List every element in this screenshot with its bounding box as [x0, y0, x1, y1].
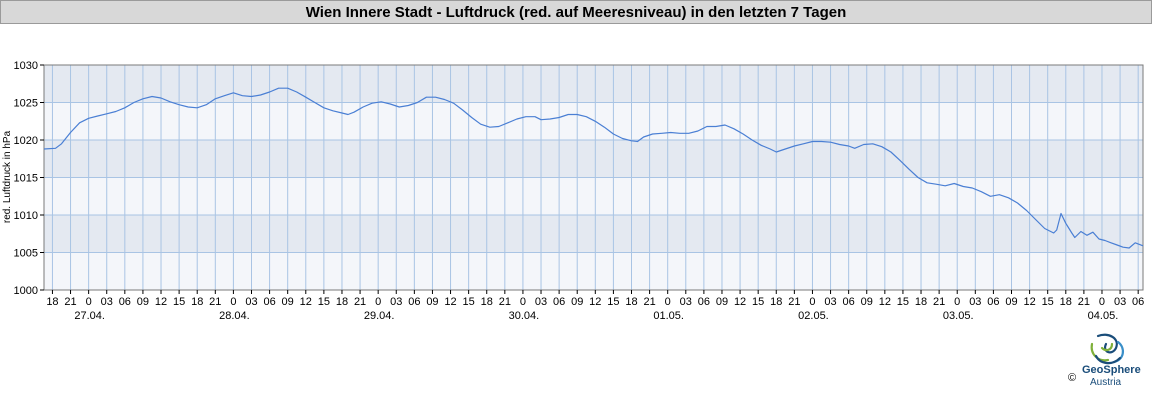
- x-tick-label: 06: [263, 296, 275, 308]
- band-1005-1010: [44, 215, 1143, 253]
- x-tick-label: 06: [1132, 296, 1144, 308]
- band-1025-1030: [44, 65, 1143, 103]
- x-tick-label: 09: [1005, 296, 1017, 308]
- y-tick-label: 1030: [14, 60, 38, 72]
- x-tick-label: 03: [824, 296, 836, 308]
- pressure-series-line: [43, 87, 1144, 249]
- x-tick-label: 06: [408, 296, 420, 308]
- x-tick-label: 03: [101, 296, 113, 308]
- x-tick-label: 06: [843, 296, 855, 308]
- x-tick-label: 0: [520, 296, 526, 308]
- x-tick-label: 09: [137, 296, 149, 308]
- x-tick-label: 03: [535, 296, 547, 308]
- x-axis: 18 21 0 03 06 09 12 15 18 21 0 03 06 09 12 15 18 21 0 03 06 0…: [46, 290, 1144, 308]
- y-tick-label: 1000: [14, 285, 38, 297]
- x-tick-label: 12: [155, 296, 167, 308]
- date-labels: 27.04. 28.04. 29.04. 30.04. 01.05. 02.05. 03.0…: [74, 310, 1118, 322]
- y-tick-label: 1010: [14, 210, 38, 222]
- band-1015-1020: [44, 140, 1143, 178]
- x-tick-label: 0: [230, 296, 236, 308]
- y-tick-label: 1020: [14, 135, 38, 147]
- x-tick-label: 12: [300, 296, 312, 308]
- copyright-mark: ©: [1068, 372, 1077, 384]
- x-tick-label: 15: [897, 296, 909, 308]
- x-tick-label: 15: [1042, 296, 1054, 308]
- x-tick-label: 06: [987, 296, 999, 308]
- x-tick-label: 15: [463, 296, 475, 308]
- band-1010-1015: [44, 177, 1143, 215]
- x-tick-label: 18: [1060, 296, 1072, 308]
- x-tick-label: 12: [444, 296, 456, 308]
- x-tick-label: 15: [173, 296, 185, 308]
- x-tick-label: 0: [1099, 296, 1105, 308]
- x-tick-label: 12: [734, 296, 746, 308]
- x-tick-label: 21: [933, 296, 945, 308]
- x-tick-label: 18: [770, 296, 782, 308]
- x-tick-label: 18: [191, 296, 203, 308]
- x-tick-label: 15: [318, 296, 330, 308]
- x-tick-label: 12: [879, 296, 891, 308]
- y-axis-label: red. Luftdruck in hPa: [2, 130, 13, 223]
- x-tick-label: 03: [245, 296, 257, 308]
- y-tick-label: 1005: [14, 248, 38, 260]
- x-tick-label: 12: [1023, 296, 1035, 308]
- date-label: 30.04.: [509, 310, 540, 322]
- x-tick-label: 21: [209, 296, 221, 308]
- x-tick-label: 0: [375, 296, 381, 308]
- x-tick-label: 0: [954, 296, 960, 308]
- x-tick-label: 15: [752, 296, 764, 308]
- x-tick-label: 09: [282, 296, 294, 308]
- x-tick-label: 21: [643, 296, 655, 308]
- logo-subtitle: Austria: [1090, 377, 1122, 388]
- x-tick-label: 06: [698, 296, 710, 308]
- band-1020-1025: [44, 102, 1143, 140]
- x-tick-label: 0: [665, 296, 671, 308]
- x-tick-label: 18: [46, 296, 58, 308]
- x-tick-label: 09: [426, 296, 438, 308]
- date-label: 02.05.: [798, 310, 829, 322]
- x-tick-label: 0: [809, 296, 815, 308]
- date-label: 28.04.: [219, 310, 250, 322]
- date-label: 01.05.: [653, 310, 684, 322]
- x-tick-label: 12: [589, 296, 601, 308]
- date-label: 03.05.: [943, 310, 974, 322]
- grid-lines: [43, 64, 1144, 291]
- x-tick-label: 09: [571, 296, 583, 308]
- x-tick-label: 15: [607, 296, 619, 308]
- y-axis: 1000 1005 1010 1015 1020 1025 1030: [14, 60, 44, 297]
- y-tick-label: 1025: [14, 98, 38, 110]
- x-tick-label: 03: [969, 296, 981, 308]
- x-tick-label: 06: [119, 296, 131, 308]
- x-tick-label: 09: [861, 296, 873, 308]
- x-tick-label: 0: [86, 296, 92, 308]
- background-bands: [44, 65, 1143, 290]
- x-tick-label: 21: [1078, 296, 1090, 308]
- x-tick-label: 03: [390, 296, 402, 308]
- x-tick-label: 21: [788, 296, 800, 308]
- x-tick-label: 03: [680, 296, 692, 308]
- date-label: 04.05.: [1088, 310, 1119, 322]
- chart-title-bar: Wien Innere Stadt - Luftdruck (red. auf …: [0, 0, 1152, 24]
- date-label: 29.04.: [364, 310, 395, 322]
- series-layer: [43, 87, 1144, 249]
- x-tick-label: 21: [64, 296, 76, 308]
- x-tick-label: 21: [354, 296, 366, 308]
- x-tick-label: 18: [481, 296, 493, 308]
- x-tick-label: 18: [336, 296, 348, 308]
- x-tick-label: 18: [625, 296, 637, 308]
- chart-title: Wien Innere Stadt - Luftdruck (red. auf …: [305, 3, 847, 21]
- x-tick-label: 09: [716, 296, 728, 308]
- x-tick-label: 03: [1114, 296, 1126, 308]
- x-tick-label: 18: [915, 296, 927, 308]
- y-tick-label: 1015: [14, 173, 38, 185]
- band-1000-1005: [44, 252, 1143, 290]
- logo-name: GeoSphere: [1082, 364, 1141, 376]
- geosphere-logo-icon: [1090, 333, 1124, 365]
- date-label: 27.04.: [74, 310, 105, 322]
- x-tick-label: 06: [553, 296, 565, 308]
- x-tick-label: 21: [499, 296, 511, 308]
- pressure-chart: 1000 1005 1010 1015 1020 1025 1030 18 21 0 03 06 09…: [2, 60, 1144, 322]
